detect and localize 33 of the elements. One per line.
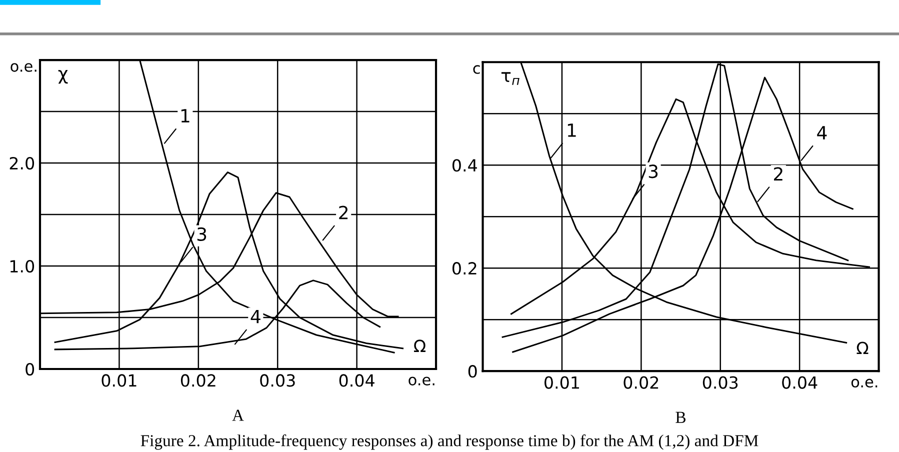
x-tick-label: 0.02 bbox=[624, 376, 658, 389]
text: A bbox=[232, 410, 244, 421]
annotation: 1 bbox=[568, 124, 576, 137]
annotation: 3 bbox=[197, 227, 206, 242]
y-tick-label: 0 bbox=[26, 362, 34, 376]
y-tick-label: 0.2 bbox=[452, 262, 476, 275]
y-tick-label: 2.0 bbox=[10, 156, 34, 170]
text: o.e. bbox=[851, 378, 878, 388]
text: o.e. bbox=[408, 376, 434, 386]
annotation: 2 bbox=[339, 206, 348, 220]
annotation: 4 bbox=[250, 310, 260, 324]
text: o.e. bbox=[10, 63, 36, 72]
x-tick-label: 0.03 bbox=[260, 374, 295, 387]
y-tick-label: 1.0 bbox=[10, 260, 34, 273]
x-tick-label: 0.03 bbox=[702, 376, 738, 389]
x-tick-label: 0.02 bbox=[180, 374, 216, 387]
annotation: 3 bbox=[648, 164, 658, 178]
x-tick-label: 0.01 bbox=[102, 374, 136, 387]
y-axis-title: τ$_{п}$ bbox=[501, 72, 520, 85]
x-axis-title: Ω bbox=[856, 342, 868, 354]
text: B bbox=[676, 412, 686, 423]
y-tick-label: 0 bbox=[468, 365, 477, 378]
annotation: 2 bbox=[774, 167, 782, 181]
x-tick-label: 0.01 bbox=[544, 376, 579, 389]
y-tick-label: 0.4 bbox=[452, 159, 477, 172]
caption: Figure 2. Amplitude-frequency responses a) and response time b) for the AM (1,2) and DFM bbox=[140, 434, 758, 450]
x-axis-title: Ω bbox=[414, 340, 426, 352]
x-tick-label: 0.04 bbox=[339, 374, 374, 387]
annotation: 4 bbox=[817, 126, 827, 140]
text: c bbox=[473, 65, 480, 74]
x-tick-label: 0.04 bbox=[782, 376, 818, 389]
annotation: 1 bbox=[181, 109, 190, 122]
y-axis-title: χ bbox=[58, 70, 68, 84]
